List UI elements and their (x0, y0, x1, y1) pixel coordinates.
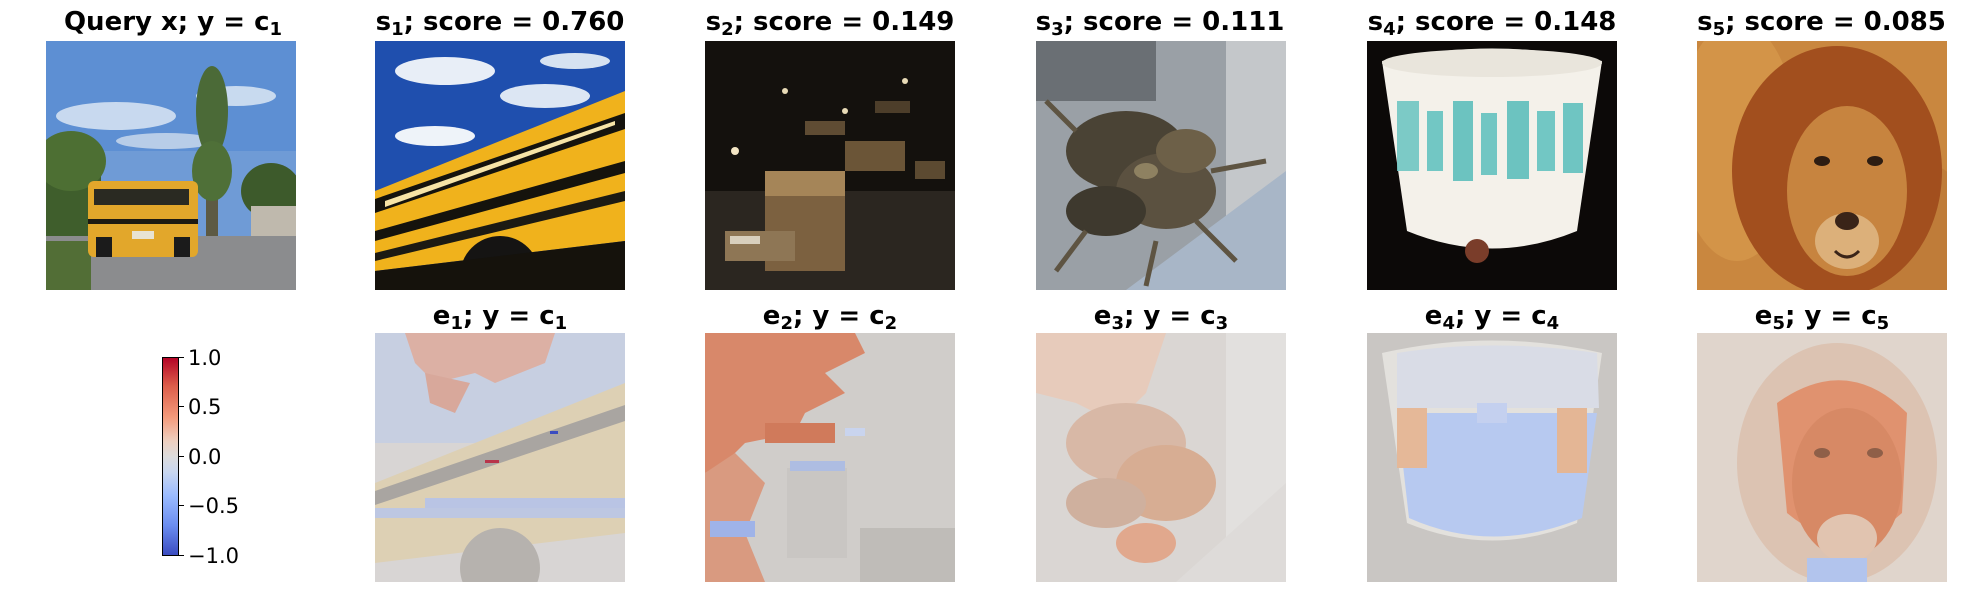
s3-title: s3; score = 0.111 (1035, 7, 1285, 40)
colorbar-label: 1.0 (188, 346, 222, 370)
e4-title: e4; y = c4 (1424, 301, 1560, 334)
s1-title: s1; score = 0.760 (375, 7, 625, 40)
colorbar (162, 357, 179, 556)
colorbar-label: 0.0 (188, 445, 222, 469)
e5-title: e5; y = c5 (1754, 301, 1890, 334)
e2-title: e2; y = c2 (762, 301, 898, 334)
s5-title: s5; score = 0.085 (1697, 7, 1946, 40)
e3-title: e3; y = c3 (1093, 301, 1229, 334)
colorbar-tick (179, 456, 184, 457)
colorbar-tick (179, 357, 184, 358)
colorbar-label: −1.0 (188, 544, 239, 568)
colorbar-tick (179, 505, 184, 506)
s1-image (375, 41, 625, 290)
e1-explanation-map (375, 333, 625, 582)
e2-explanation-map (705, 333, 955, 582)
e5-explanation-map (1697, 333, 1947, 582)
s3-image (1036, 41, 1286, 290)
s4-image (1367, 41, 1617, 290)
e4-explanation-map (1367, 333, 1617, 582)
e1-title: e1; y = c1 (432, 301, 568, 334)
colorbar-tick (179, 555, 184, 556)
e3-explanation-map (1036, 333, 1286, 582)
s2-title: s2; score = 0.149 (705, 7, 955, 40)
colorbar-tick (179, 406, 184, 407)
s5-image (1697, 41, 1947, 290)
s2-image (705, 41, 955, 290)
query-title: Query x; y = c1 (63, 7, 283, 40)
colorbar-label: 0.5 (188, 395, 222, 419)
query-image (46, 41, 296, 290)
colorbar-label: −0.5 (188, 494, 239, 518)
s4-title: s4; score = 0.148 (1367, 7, 1617, 40)
